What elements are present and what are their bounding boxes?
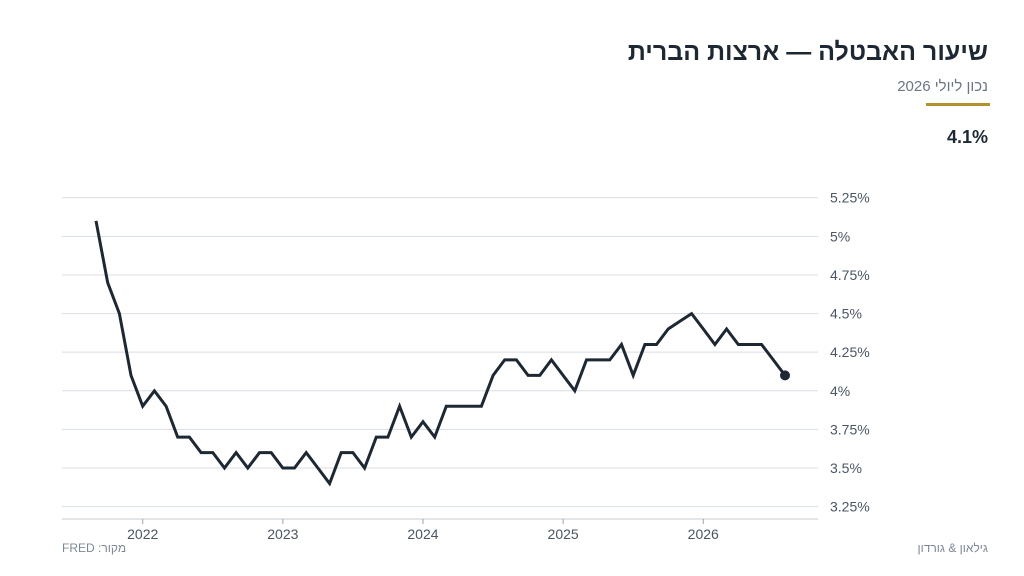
series-layer <box>94 220 790 487</box>
x-tick-label: 2022 <box>127 526 158 542</box>
latest-value: 4.1% <box>946 127 988 147</box>
y-tick-label: 4.75% <box>830 267 870 283</box>
y-tick-label: 5.25% <box>830 190 870 206</box>
chart-title: שיעור האבטלה — ארצות הברית <box>627 38 988 66</box>
series-line <box>94 220 787 487</box>
grid-lines <box>62 197 818 508</box>
y-tick-label: 3.75% <box>830 421 870 437</box>
axis: 3.25% 3.5% 3.75% 4% 4.25% 4.5% 4.75% 5% 5.25% 202… <box>62 190 870 542</box>
y-tick-label: 3.5% <box>830 460 862 476</box>
y-tick-label: 4.5% <box>830 306 862 322</box>
x-tick-label: 2026 <box>688 526 719 542</box>
y-tick-label: 3.25% <box>830 499 870 515</box>
y-tick-label: 4% <box>830 383 850 399</box>
x-tick-label: 2023 <box>267 526 298 542</box>
y-tick-label: 5% <box>830 228 850 244</box>
x-tick-label: 2025 <box>548 526 579 542</box>
last-point-marker <box>780 370 790 381</box>
source-note: מקור: FRED <box>62 541 127 555</box>
x-tick-label: 2024 <box>407 526 438 542</box>
chart-subtitle: נכון ליולי 2026 <box>897 78 988 95</box>
credit-note: גילאון & גורדון <box>917 541 988 555</box>
accent-underline <box>926 103 990 106</box>
y-tick-label: 4.25% <box>830 344 870 360</box>
